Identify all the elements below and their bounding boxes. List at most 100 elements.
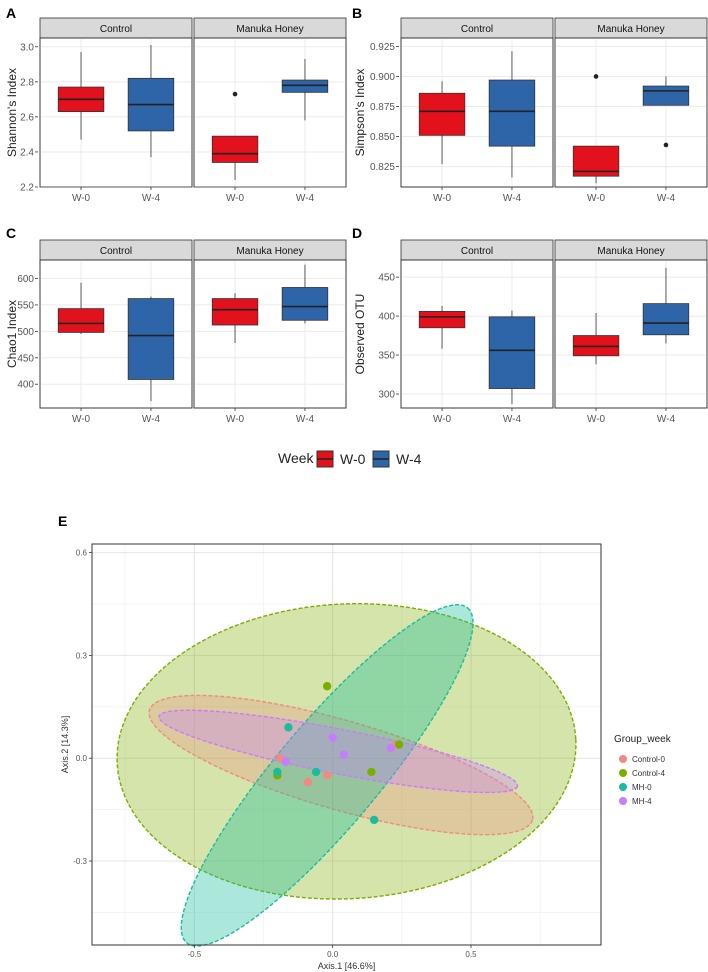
box-panel-c: Control W-0 W-4 Manuka Honey W-0 W-4 400 450 500… bbox=[5, 239, 347, 425]
x-tick-label: W-4 bbox=[142, 193, 161, 204]
facet-strip-label: Control bbox=[100, 246, 132, 257]
y-tick-label: 3.0 bbox=[20, 42, 34, 53]
y-tick-label: 0.900 bbox=[370, 72, 395, 83]
x-tick-label: W-4 bbox=[657, 193, 676, 204]
box-outlier bbox=[663, 142, 669, 148]
y-tick-label: 450 bbox=[17, 353, 34, 364]
x-tick-label: W-0 bbox=[433, 414, 452, 425]
facet-border bbox=[554, 37, 708, 188]
facet-border bbox=[554, 259, 708, 409]
x-tick-label: 0.0 bbox=[327, 950, 339, 959]
legend-dot-control-0 bbox=[619, 755, 627, 763]
y-tick-label: -0.3 bbox=[73, 857, 87, 866]
y-axis-label: Shannon's Index bbox=[5, 68, 19, 157]
group-legend: Group_week Control-0 Control-4 MH-0 MH-4 bbox=[614, 734, 672, 806]
legend-dot-mh-0 bbox=[619, 783, 627, 791]
y-tick-label: 400 bbox=[378, 312, 395, 323]
point-mh-0 bbox=[311, 767, 321, 777]
box-outlier bbox=[232, 91, 238, 97]
y-tick-label: 300 bbox=[378, 389, 395, 400]
pcoa-panel: -0.5 0.0 0.5 -0.3 0.0 0.3 0.6 Axis.1 [46.6%] Axi… bbox=[60, 543, 602, 971]
legend-dot-mh-4 bbox=[619, 797, 627, 805]
panel-letter-b: B bbox=[352, 5, 362, 21]
y-tick-label: 0.925 bbox=[370, 42, 395, 53]
legend-label-mh-0: MH-0 bbox=[632, 783, 652, 792]
facet-border bbox=[193, 37, 347, 188]
point-control-4 bbox=[394, 740, 404, 749]
y-tick-label: 0.875 bbox=[370, 102, 395, 113]
legend-label-mh-4: MH-4 bbox=[632, 797, 652, 806]
box-w-0 bbox=[211, 135, 259, 163]
y-tick-label: 2.2 bbox=[20, 183, 34, 194]
panel-letter-a: A bbox=[6, 5, 16, 21]
box-w-0 bbox=[418, 311, 466, 329]
box-outlier bbox=[593, 74, 599, 79]
legend-dot-control-4 bbox=[619, 769, 627, 777]
y-tick-label: 600 bbox=[17, 274, 34, 285]
point-control-4 bbox=[322, 682, 332, 691]
panel-letter-c: C bbox=[6, 225, 16, 241]
y-axis-label: Axis.2 [14.3%] bbox=[60, 716, 70, 774]
facet-border bbox=[193, 259, 347, 409]
ellipse-control-0 bbox=[148, 694, 534, 836]
legend-label-control-0: Control-0 bbox=[632, 755, 665, 764]
pcoa-background bbox=[92, 544, 601, 945]
point-control-0 bbox=[303, 778, 312, 787]
box-panel-d: Control W-0 W-4 Manuka Honey W-0 W-4 300 350 400… bbox=[353, 239, 708, 425]
box-panel-b: Control W-0 W-4 Manuka Honey W-0 W-4 0.825 0.85… bbox=[353, 17, 708, 204]
x-tick-label: W-0 bbox=[72, 414, 91, 425]
box-w-0 bbox=[418, 92, 466, 136]
panel-letter-d: D bbox=[352, 225, 362, 241]
point-control-0 bbox=[322, 771, 332, 780]
facet-panel bbox=[193, 259, 347, 409]
ellipse-control-4 bbox=[116, 602, 577, 900]
box-w-4 bbox=[281, 79, 329, 93]
y-tick-label: 450 bbox=[378, 273, 395, 284]
week-legend-label-w4: W-4 bbox=[396, 451, 422, 467]
x-tick-label: W-0 bbox=[226, 193, 245, 204]
week-legend: Week W-0 W-4 bbox=[278, 450, 422, 468]
week-legend-title: Week bbox=[278, 450, 315, 466]
y-tick-label: 0.6 bbox=[76, 549, 88, 558]
x-tick-label: W-4 bbox=[142, 414, 161, 425]
facet-strip-label: Manuka Honey bbox=[236, 246, 303, 257]
y-tick-label: 500 bbox=[17, 327, 34, 338]
point-mh-4 bbox=[386, 743, 395, 753]
y-tick-label: 2.8 bbox=[20, 77, 34, 88]
facet-strip-label: Control bbox=[100, 24, 132, 35]
x-tick-label: -0.5 bbox=[187, 950, 201, 959]
y-tick-label: 0.3 bbox=[76, 651, 88, 660]
point-mh-0 bbox=[284, 723, 293, 732]
box-w-4 bbox=[127, 298, 175, 380]
y-tick-label: 0.850 bbox=[370, 132, 395, 143]
legend-label-control-4: Control-4 bbox=[632, 769, 665, 778]
week-legend-item-w0: W-0 bbox=[316, 450, 366, 468]
y-tick-label: 2.4 bbox=[20, 147, 34, 158]
pcoa-border bbox=[91, 543, 602, 946]
point-mh-0 bbox=[369, 815, 379, 825]
box-w-4 bbox=[488, 316, 536, 389]
panel-letter-e: E bbox=[58, 513, 67, 529]
x-tick-label: W-4 bbox=[296, 414, 315, 425]
x-tick-label: W-0 bbox=[433, 193, 452, 204]
point-mh-4 bbox=[339, 750, 348, 759]
box-w-4 bbox=[281, 287, 329, 321]
facet-strip-label: Manuka Honey bbox=[597, 24, 664, 35]
facet-strip-label: Control bbox=[461, 246, 493, 257]
box-w-4 bbox=[642, 85, 690, 106]
x-tick-label: W-4 bbox=[503, 414, 522, 425]
y-tick-label: 0.825 bbox=[370, 162, 395, 173]
ellipse-mh-4 bbox=[158, 709, 519, 794]
x-tick-label: W-4 bbox=[657, 414, 676, 425]
box-w-0 bbox=[211, 298, 259, 326]
group-legend-title: Group_week bbox=[614, 734, 672, 745]
facet-border bbox=[39, 259, 193, 409]
box-w-4 bbox=[488, 79, 536, 147]
box-panel-a: Control W-0 W-4 Manuka Honey W-0 W-4 2.2 2.4 2.6… bbox=[5, 17, 347, 204]
x-tick-label: W-0 bbox=[587, 414, 606, 425]
facet-panel bbox=[193, 37, 347, 188]
x-tick-label: W-0 bbox=[587, 193, 606, 204]
box-w-4 bbox=[642, 303, 690, 336]
x-axis-label: Axis.1 [46.6%] bbox=[318, 961, 376, 971]
facet-strip-label: Control bbox=[461, 24, 493, 35]
